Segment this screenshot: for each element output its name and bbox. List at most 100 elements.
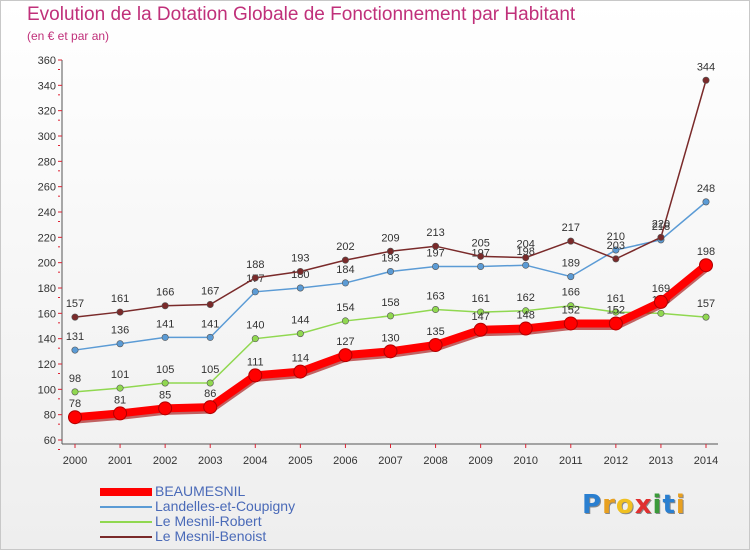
x-tick-label: 2001 [108,455,132,467]
data-label-beaumesnil: 169 [652,283,670,295]
data-label-le-mesnil-robert: 158 [381,297,399,309]
series-line-le-mesnil-benoist [74,80,707,318]
data-point-beaumesnil [68,410,82,425]
data-label-le-mesnil-benoist: 205 [471,237,489,249]
data-point-le-mesnil-robert [71,388,79,396]
data-point-landelles-et-coupigny [477,262,485,270]
data-point-beaumesnil [248,368,263,383]
data-label-beaumesnil: 86 [204,388,216,400]
data-label-landelles-et-coupigny: 184 [336,264,354,276]
data-label-le-mesnil-robert: 166 [562,287,580,299]
data-point-le-mesnil-benoist [657,233,665,241]
data-label-landelles-et-coupigny: 210 [607,231,625,243]
x-tick-label: 2012 [604,455,628,467]
x-tick-label: 2006 [333,455,357,467]
x-tick-label: 2005 [288,455,312,467]
y-tick-label: 320 [38,106,56,118]
data-point-landelles-et-coupigny [702,198,710,206]
data-label-beaumesnil: 152 [562,304,580,316]
data-label-landelles-et-coupigny: 189 [562,258,580,270]
data-label-le-mesnil-robert: 105 [201,364,219,376]
data-point-beaumesnil [563,316,578,331]
data-point-landelles-et-coupigny [522,261,530,269]
data-point-beaumesnil [653,294,668,309]
data-label-le-mesnil-benoist: 167 [201,285,219,297]
data-point-le-mesnil-benoist [386,247,394,255]
data-label-beaumesnil: 111 [247,356,264,368]
data-point-le-mesnil-benoist [432,242,440,250]
data-label-le-mesnil-robert: 154 [336,302,354,314]
data-point-le-mesnil-benoist [296,268,304,276]
data-label-le-mesnil-benoist: 344 [697,61,715,73]
x-tick-label: 2007 [378,455,402,467]
y-tick-label: 120 [38,359,56,371]
data-label-le-mesnil-benoist: 204 [517,239,535,251]
data-point-le-mesnil-robert [341,317,349,325]
data-point-le-mesnil-robert [567,302,575,310]
data-point-beaumesnil [428,338,443,352]
data-label-beaumesnil: 135 [426,326,444,338]
data-point-le-mesnil-benoist [206,300,214,308]
legend-swatch [100,536,152,538]
y-tick-label: 140 [38,334,56,346]
x-tick-label: 2010 [513,455,537,467]
logo-letter: P [582,490,603,520]
data-label-beaumesnil: 130 [381,332,399,344]
logo-letter: x [634,490,653,520]
logo-letter: i [652,490,663,520]
data-point-beaumesnil [203,400,218,415]
y-tick-label: 240 [38,207,56,219]
data-point-le-mesnil-robert [432,306,440,314]
chart-title: Evolution de la Dotation Globale de Fonc… [27,4,576,25]
data-label-beaumesnil: 127 [336,336,354,348]
data-point-landelles-et-coupigny [296,284,304,292]
data-point-le-mesnil-robert [477,308,485,316]
legend-label: BEAUMESNIL [155,483,246,499]
legend-swatch [100,506,152,508]
data-label-le-mesnil-benoist: 193 [291,253,309,265]
data-label-le-mesnil-benoist: 220 [652,218,670,230]
logo-letter: t [662,490,676,520]
legend-item-le-mesnil-robert: Le Mesnil-Robert [100,513,360,529]
data-point-beaumesnil [473,322,488,337]
logo-letter: i [675,490,686,520]
data-point-le-mesnil-robert [522,307,530,315]
data-point-beaumesnil [113,406,128,421]
chart-subtitle: (en € et par an) [27,29,110,43]
data-point-le-mesnil-benoist [702,76,710,84]
data-label-le-mesnil-robert: 161 [471,293,489,305]
x-tick-label: 2003 [198,455,222,467]
y-tick-label: 200 [38,258,56,270]
y-tick-label: 80 [44,410,56,422]
data-label-le-mesnil-benoist: 161 [111,293,129,305]
data-point-le-mesnil-robert [296,330,304,338]
data-label-landelles-et-coupigny: 141 [201,318,219,330]
data-label-beaumesnil: 147 [471,311,489,323]
data-point-le-mesnil-robert [161,379,169,387]
y-tick-label: 360 [38,55,56,67]
data-label-le-mesnil-robert: 101 [111,369,129,381]
y-tick-label: 340 [38,80,56,92]
data-point-le-mesnil-robert [702,313,710,321]
y-tick-label: 260 [38,182,56,194]
data-label-le-mesnil-robert: 157 [697,298,715,310]
y-tick-label: 180 [38,283,56,295]
legend-swatch [100,521,152,523]
data-point-landelles-et-coupigny [612,246,620,254]
logo-letter: o [615,490,635,520]
data-point-beaumesnil [293,364,308,379]
data-label-landelles-et-coupigny: 193 [381,253,399,265]
data-label-landelles-et-coupigny: 141 [156,318,174,330]
data-label-le-mesnil-robert: 105 [156,364,174,376]
data-label-le-mesnil-robert: 163 [426,291,444,303]
data-point-landelles-et-coupigny [432,262,440,270]
legend-label: Le Mesnil-Robert [155,513,262,529]
legend-item-le-mesnil-benoist: Le Mesnil-Benoist [100,528,360,544]
data-point-le-mesnil-benoist [71,313,79,321]
data-label-le-mesnil-benoist: 157 [66,298,84,310]
y-tick-label: 300 [38,131,56,143]
data-label-le-mesnil-benoist: 217 [562,222,580,234]
data-label-beaumesnil: 85 [159,389,171,401]
data-label-beaumesnil: 81 [114,394,126,406]
data-label-landelles-et-coupigny: 136 [111,325,129,337]
